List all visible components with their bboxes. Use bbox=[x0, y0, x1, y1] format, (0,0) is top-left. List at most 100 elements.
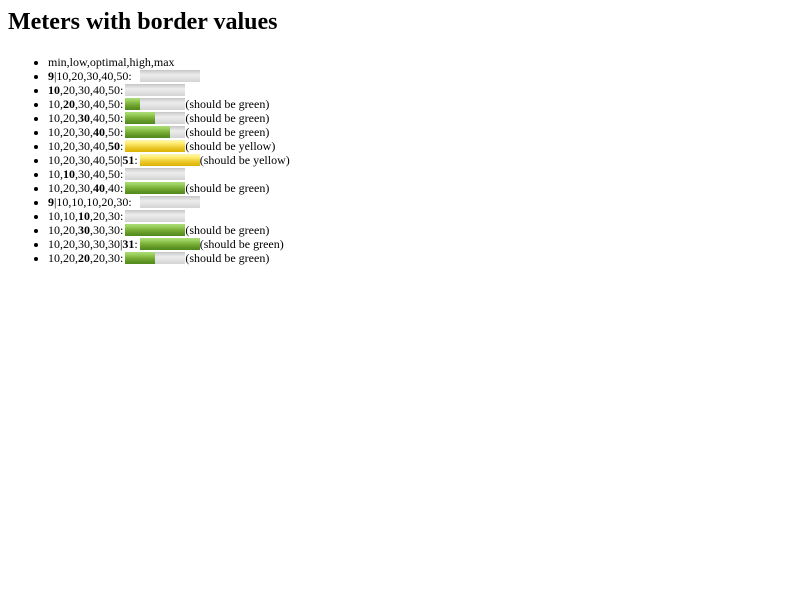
meter-bar bbox=[125, 210, 186, 222]
meter-note: (should be green) bbox=[185, 251, 270, 265]
meter-label-part: ,20,30,40,50: bbox=[60, 83, 124, 97]
meter-row: 10,20,30,40,50|51: (should be yellow) bbox=[48, 153, 792, 167]
meter-label-part: 10,20, bbox=[48, 223, 78, 237]
meter-label: 10,20,30,40,50: bbox=[48, 125, 123, 139]
meter-row: 10,20,30,40,40: (should be green) bbox=[48, 181, 792, 195]
meter-bar bbox=[125, 98, 186, 110]
meter-fill bbox=[125, 112, 156, 124]
legend-text: min,low,optimal,high,max bbox=[48, 55, 175, 69]
meter-label-part: ,40: bbox=[105, 181, 124, 195]
meter-label-part: ,50: bbox=[105, 125, 124, 139]
meter-row: 9|10,10,10,20,30: bbox=[48, 195, 792, 209]
meter-note: (should be green) bbox=[185, 181, 270, 195]
meter-value-bold: 30 bbox=[78, 111, 90, 125]
meter-fill bbox=[125, 182, 186, 194]
legend-item: min,low,optimal,high,max bbox=[48, 55, 792, 69]
meter-label-part: ,30,40,50: bbox=[75, 97, 124, 111]
meter-row: 9|10,20,30,40,50: bbox=[48, 69, 792, 83]
meter-value-bold: 10 bbox=[63, 167, 75, 181]
meter-label-part: 10, bbox=[48, 97, 63, 111]
meter-note: (should be green) bbox=[199, 237, 284, 251]
meter-bar bbox=[125, 182, 186, 194]
meter-row: 10,20,30,40,50: (should be green) bbox=[48, 125, 792, 139]
meter-label: 10,20,30,40,50: bbox=[48, 111, 123, 125]
meter-row: 10,20,30,40,50: (should be yellow) bbox=[48, 139, 792, 153]
meter-label: 10,10,10,20,30: bbox=[48, 209, 123, 223]
meter-label: 10,20,30,40,40: bbox=[48, 181, 123, 195]
meter-fill bbox=[139, 238, 200, 250]
meter-label-part: : bbox=[134, 153, 138, 167]
meter-fill bbox=[139, 154, 200, 166]
meter-label-part: 10,10, bbox=[48, 209, 78, 223]
meter-label: 10,20,30,40,50: bbox=[48, 139, 123, 153]
meter-row: 10,20,30,40,50: (should be green) bbox=[48, 97, 792, 111]
meter-value-bold: 9 bbox=[48, 195, 54, 209]
page-title: Meters with border values bbox=[8, 9, 278, 35]
meter-row: 10,20,30,30,30: (should be green) bbox=[48, 223, 792, 237]
meter-bar bbox=[139, 70, 200, 82]
meter-row: 10,20,20,20,30: (should be green) bbox=[48, 251, 792, 265]
meter-label-part: 10,20,30,40, bbox=[48, 139, 108, 153]
meter-label-part: |10,10,10,20,30: bbox=[54, 195, 132, 209]
meter-fill bbox=[125, 126, 171, 138]
meter-row: 10,10,30,40,50: bbox=[48, 167, 792, 181]
meter-bar bbox=[125, 168, 186, 180]
meter-value-bold: 40 bbox=[93, 125, 105, 139]
meter-label: 10,20,30,40,50: bbox=[48, 97, 123, 111]
meter-label-part: ,40,50: bbox=[90, 111, 124, 125]
meter-note: (should be yellow) bbox=[199, 153, 290, 167]
meter-bar bbox=[139, 154, 200, 166]
meter-value-bold: 20 bbox=[78, 251, 90, 265]
meter-bar bbox=[125, 252, 186, 264]
meter-bar bbox=[139, 196, 200, 208]
meter-value-bold: 20 bbox=[63, 97, 75, 111]
meter-label-part: : bbox=[120, 139, 124, 153]
meter-label-part: ,20,30: bbox=[90, 251, 124, 265]
meter-row: 10,20,30,30,30|31: (should be green) bbox=[48, 237, 792, 251]
meter-value-bold: 50 bbox=[108, 139, 120, 153]
meter-fill bbox=[125, 140, 186, 152]
meter-label-part: |10,20,30,40,50: bbox=[54, 69, 132, 83]
meter-bar bbox=[125, 112, 186, 124]
meter-label: 10,20,20,20,30: bbox=[48, 251, 123, 265]
meter-value-bold: 51 bbox=[122, 153, 135, 167]
meter-note: (should be green) bbox=[185, 125, 270, 139]
meter-label-part: ,30,40,50: bbox=[75, 167, 124, 181]
meter-value-bold: 30 bbox=[78, 223, 90, 237]
meter-label: 10,20,30,40,50|51: bbox=[48, 153, 138, 167]
meter-value-bold: 10 bbox=[78, 209, 90, 223]
meter-value-bold: 10 bbox=[48, 83, 60, 97]
meter-note: (should be green) bbox=[185, 111, 270, 125]
meter-row: 10,20,30,40,50: bbox=[48, 83, 792, 97]
meter-label-part: 10,20, bbox=[48, 251, 78, 265]
meter-note: (should be green) bbox=[185, 97, 270, 111]
page: Meters with border values min,low,optima… bbox=[0, 0, 800, 273]
meter-label-part: 10,20,30, bbox=[48, 181, 93, 195]
meter-bar bbox=[125, 140, 186, 152]
meter-label: 10,20,30,40,50: bbox=[48, 83, 123, 97]
meter-bar bbox=[139, 238, 200, 250]
meter-value-bold: 31 bbox=[122, 237, 135, 251]
meter-label-part: 10,20,30, bbox=[48, 125, 93, 139]
meter-label: 10,20,30,30,30|31: bbox=[48, 237, 138, 251]
meter-list: min,low,optimal,high,max 9|10,20,30,40,5… bbox=[8, 55, 792, 265]
meter-fill bbox=[125, 252, 156, 264]
meter-label: 9|10,10,10,20,30: bbox=[48, 195, 132, 209]
meter-note: (should be green) bbox=[185, 223, 270, 237]
meter-label-part: 10,20,30,30,30| bbox=[48, 237, 123, 251]
meter-bar bbox=[125, 126, 186, 138]
meter-label: 10,10,30,40,50: bbox=[48, 167, 123, 181]
meter-bar bbox=[125, 224, 186, 236]
meter-label: 10,20,30,30,30: bbox=[48, 223, 123, 237]
meter-fill bbox=[125, 98, 141, 110]
meter-value-bold: 40 bbox=[93, 181, 105, 195]
meter-row: 10,20,30,40,50: (should be green) bbox=[48, 111, 792, 125]
meter-label-part: ,20,30: bbox=[90, 209, 124, 223]
meter-row: 10,10,10,20,30: bbox=[48, 209, 792, 223]
meter-label-part: 10, bbox=[48, 167, 63, 181]
meter-label-part: 10,20, bbox=[48, 111, 78, 125]
meter-note: (should be yellow) bbox=[185, 139, 276, 153]
meter-value-bold: 9 bbox=[48, 69, 54, 83]
meter-label-part: : bbox=[134, 237, 138, 251]
meter-fill bbox=[125, 224, 186, 236]
